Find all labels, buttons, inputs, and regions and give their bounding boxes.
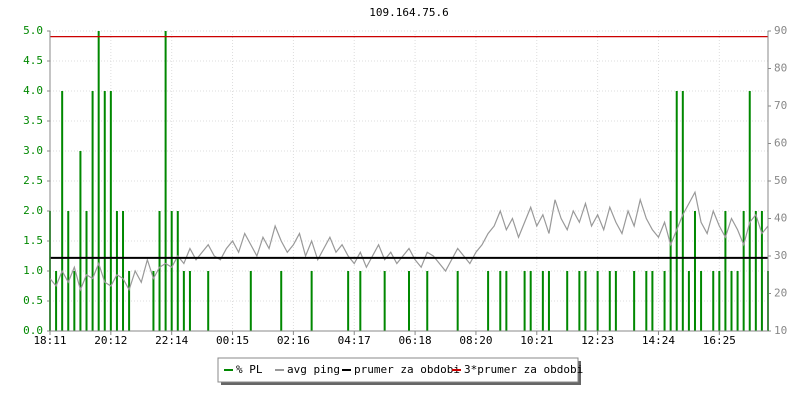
y-tick-label: 3.5 (23, 114, 43, 127)
y-tick-label: 1.5 (23, 234, 43, 247)
chart-title: 109.164.75.6 (369, 6, 448, 19)
y2-tick-label: 30 (774, 249, 787, 262)
y-tick-label: 4.0 (23, 84, 43, 97)
y2-tick-label: 40 (774, 212, 787, 225)
y-tick-label: 2.5 (23, 174, 43, 187)
x-tick-label: 10:21 (520, 334, 553, 347)
y-tick-label: 4.5 (23, 54, 43, 67)
y2-tick-label: 80 (774, 62, 787, 75)
x-tick-label: 20:12 (94, 334, 127, 347)
legend-label: prumer za obdobi (354, 363, 460, 376)
x-tick-label: 08:20 (459, 334, 492, 347)
y-tick-label: 5.0 (23, 24, 43, 37)
y-tick-label: 3.0 (23, 144, 43, 157)
legend-label: % PL (236, 363, 263, 376)
x-tick-label: 12:23 (581, 334, 614, 347)
y2-tick-label: 90 (774, 24, 787, 37)
x-tick-label: 02:16 (277, 334, 310, 347)
legend-label: avg ping (287, 363, 340, 376)
x-tick-label: 14:24 (642, 334, 675, 347)
y2-tick-label: 20 (774, 287, 787, 300)
y-tick-label: 2.0 (23, 204, 43, 217)
x-tick-label: 06:18 (399, 334, 432, 347)
y-tick-label: 0.0 (23, 324, 43, 337)
y-tick-label: 1.0 (23, 264, 43, 277)
ping-line (49, 190, 769, 292)
y2-tick-label: 70 (774, 99, 787, 112)
x-tick-label: 18:11 (33, 334, 66, 347)
x-tick-label: 04:17 (338, 334, 371, 347)
x-tick-label: 16:25 (703, 334, 736, 347)
y2-tick-label: 10 (774, 324, 787, 337)
y-tick-label: 0.5 (23, 294, 43, 307)
x-tick-label: 00:15 (216, 334, 249, 347)
x-tick-label: 22:14 (155, 334, 188, 347)
y2-tick-label: 60 (774, 137, 787, 150)
legend-label: 3*prumer za obdobi (464, 363, 583, 376)
y2-tick-label: 50 (774, 174, 787, 187)
